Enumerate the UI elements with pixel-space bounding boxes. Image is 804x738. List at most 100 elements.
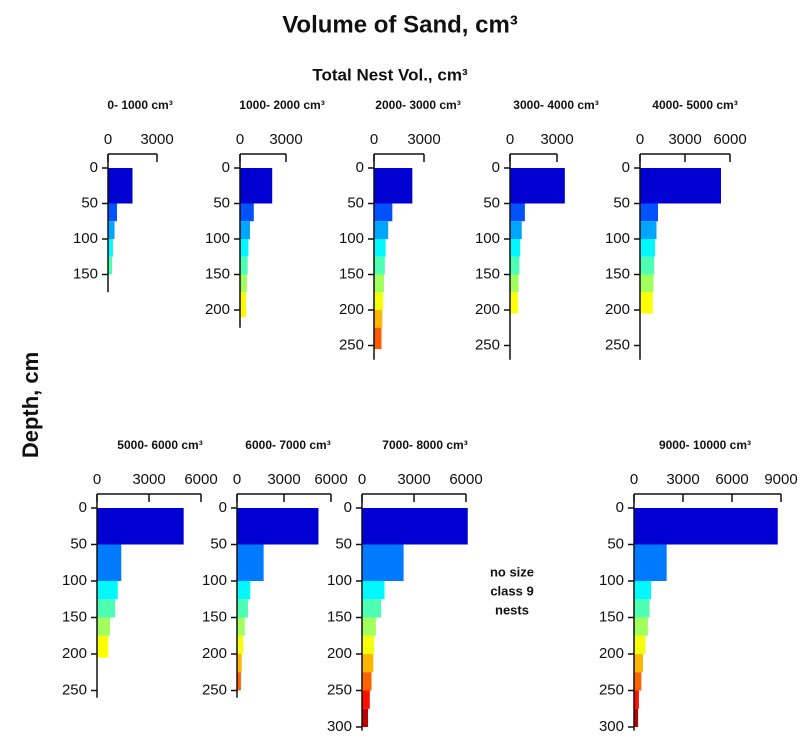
bar [97,635,109,658]
y-tick-label: 200 [475,301,500,318]
bar [108,221,115,239]
x-tick-label: 3000 [397,471,430,488]
bar [374,239,386,257]
panel: 5000- 6000 cm³ 0 3000 6000 0 50 100 150 200 250 [62,438,218,698]
y-tick-label: 150 [599,608,624,625]
annotation: no size class 9 nests [490,564,534,617]
bar [362,617,376,636]
x-tick-label: 6000 [449,471,482,488]
y-tick-label: 100 [73,230,98,247]
bar [634,508,778,545]
bar [240,221,250,239]
bar [362,508,468,545]
annotation-line: nests [495,602,529,617]
bar [362,708,369,727]
panel: 2000- 3000 cm³ 0 3000 0 50 100 150 200 250 [339,98,461,360]
bar [362,654,374,673]
y-tick-label: 100 [62,572,87,589]
x-tick-label: 3000 [140,131,173,148]
bar [634,544,667,581]
bar [240,274,247,293]
bar [240,203,254,222]
bar [362,581,385,600]
bar [374,292,384,310]
bar [97,599,116,618]
y-tick-label: 150 [327,608,352,625]
panel-title: 1000- 2000 cm³ [239,98,324,112]
x-tick-label: 3000 [666,471,699,488]
bar [97,581,118,600]
x-tick-label: 3000 [267,471,300,488]
y-tick-label: 200 [202,645,227,662]
y-tick-label: 0 [492,159,500,176]
bar [374,203,393,222]
bar [97,544,122,581]
y-tick-label: 150 [605,265,630,282]
figure-title: Volume of Sand, cm³ [282,11,518,38]
y-tick-label: 100 [205,230,230,247]
x-tick-label: 0 [233,471,241,488]
bar [634,672,642,691]
x-tick-label: 0 [104,131,112,148]
bar [240,256,248,275]
bar [510,256,520,275]
panel: 7000- 8000 cm³ 0 3000 6000 0 50 100 150 200 250 30… [327,438,483,735]
annotation-line: class 9 [490,583,533,598]
bar [374,168,413,204]
y-tick-label: 100 [327,572,352,589]
y-tick-label: 0 [222,159,230,176]
bar [97,508,184,545]
y-tick-label: 200 [327,645,352,662]
x-tick-label: 6000 [184,471,217,488]
bar [374,327,382,350]
y-tick-label: 0 [622,159,630,176]
panel: 9000- 10000 cm³ 0 3000 6000 9000 0 50 100 150 200… [599,438,798,735]
bar [634,635,646,654]
y-tick-label: 200 [599,645,624,662]
bar [237,672,241,691]
panel-title: 5000- 6000 cm³ [117,438,202,452]
bar [240,292,247,318]
bar [640,239,655,257]
y-tick-label: 50 [483,194,500,211]
bar [374,310,383,328]
bar [640,168,721,204]
bar [362,672,372,691]
y-tick-label: 250 [339,336,364,353]
bar [634,690,639,709]
x-tick-label: 3000 [269,131,302,148]
bar [374,221,389,239]
panel: 1000- 2000 cm³ 0 3000 0 50 100 150 200 [205,98,325,328]
bar [374,256,385,275]
panel-title: 2000- 3000 cm³ [375,98,460,112]
y-tick-label: 150 [475,265,500,282]
panel-title: 6000- 7000 cm³ [245,438,330,452]
y-tick-label: 100 [339,230,364,247]
bar [362,599,382,618]
x-tick-label: 0 [358,471,366,488]
x-tick-label: 6000 [314,471,347,488]
y-tick-label: 250 [475,336,500,353]
y-tick-label: 100 [475,230,500,247]
x-tick-label: 9000 [764,471,797,488]
bar [237,599,248,618]
bar [362,544,404,581]
x-tick-label: 3000 [132,471,165,488]
y-tick-label: 250 [202,681,227,698]
panel: 6000- 7000 cm³ 0 3000 6000 0 50 100 150 200 250 [202,438,348,698]
bar [374,274,384,293]
y-tick-label: 150 [202,608,227,625]
bar [640,292,653,314]
y-tick-label: 300 [599,718,624,735]
y-tick-label: 50 [81,194,98,211]
panel: 3000- 4000 cm³ 0 3000 0 50 100 150 200 250 [475,98,599,360]
bar [634,654,643,673]
y-axis-label: Depth, cm [18,352,43,458]
bar [362,635,375,654]
y-tick-label: 150 [339,265,364,282]
y-tick-label: 100 [605,230,630,247]
bar [97,617,110,636]
panel-title: 0- 1000 cm³ [107,98,172,112]
y-tick-label: 50 [70,535,87,552]
